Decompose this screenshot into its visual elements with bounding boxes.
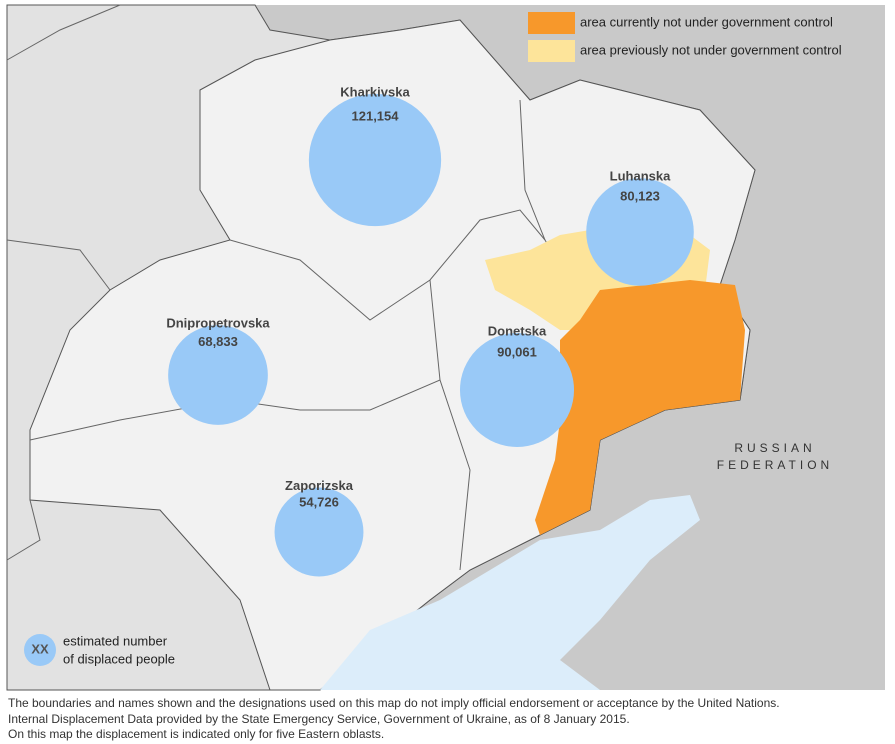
region-value: 54,726	[299, 495, 339, 510]
legend-bubble-text: estimated number	[63, 633, 168, 648]
region-name: Donetska	[488, 323, 547, 338]
displacement-bubble	[308, 93, 442, 227]
region-value: 121,154	[352, 108, 400, 123]
country-label: RUSSIAN	[734, 441, 815, 455]
legend-swatch	[528, 40, 575, 62]
region-name: Dnipropetrovska	[166, 316, 270, 331]
displacement-bubble	[274, 487, 364, 577]
legend-swatch	[528, 12, 575, 34]
region-name: Luhanska	[610, 169, 671, 184]
legend-bubble	[24, 634, 56, 666]
region-value: 80,123	[620, 188, 660, 203]
legend-bubble-symbol: XX	[31, 641, 49, 656]
footer-line: The boundaries and names shown and the d…	[8, 696, 780, 710]
footer-line: Internal Displacement Data provided by t…	[8, 711, 630, 726]
region-value: 68,833	[198, 334, 238, 349]
map: area currently not under government cont…	[6, 4, 885, 691]
sea	[320, 495, 700, 690]
region-name: Zaporizska	[285, 478, 354, 493]
footer-line: On this map the displacement is indicate…	[8, 727, 385, 741]
region-name: Kharkivska	[340, 84, 410, 99]
legend-label: area currently not under government cont…	[580, 14, 833, 29]
footer: The boundaries and names shown and the d…	[8, 696, 780, 743]
country-label: FEDERATION	[717, 458, 833, 472]
uncontrolled-area	[535, 280, 745, 535]
displacement-bubble	[168, 325, 268, 425]
oblast-borders	[6, 4, 601, 571]
legend-bubble-text: of displaced people	[63, 651, 175, 666]
legend-label: area previously not under government con…	[580, 42, 842, 57]
displacement-bubble	[586, 178, 694, 286]
displacement-bubble	[459, 332, 575, 448]
region-value: 90,061	[497, 344, 537, 359]
